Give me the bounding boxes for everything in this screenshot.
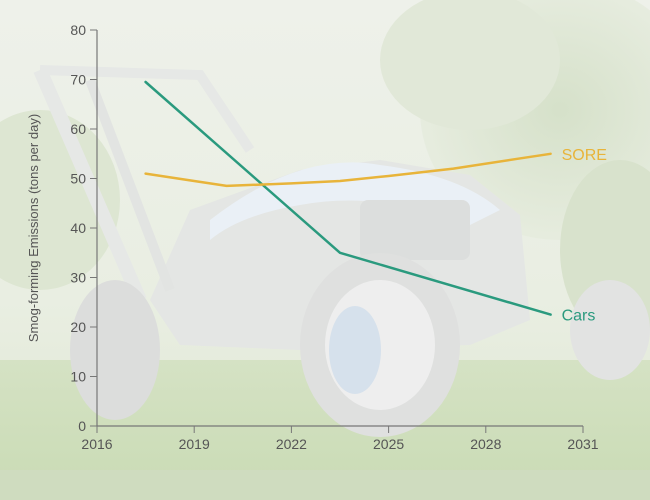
y-tick-label: 80 xyxy=(70,22,86,38)
series-label-cars: Cars xyxy=(562,308,596,325)
y-tick-label: 20 xyxy=(70,319,86,335)
y-tick-label: 30 xyxy=(70,270,86,286)
series-line-cars xyxy=(144,80,552,316)
y-axis-ticks: 0 10 20 30 40 50 60 70 80 xyxy=(70,22,97,434)
y-tick-label: 10 xyxy=(70,369,86,385)
y-tick-label: 50 xyxy=(70,171,86,187)
x-tick-label: 2028 xyxy=(470,436,501,452)
y-tick-label: 60 xyxy=(70,121,86,137)
series-lines: Cars SORE xyxy=(144,80,607,325)
x-tick-label: 2025 xyxy=(373,436,404,452)
x-axis-ticks: 2016 2019 2022 2025 2028 2031 xyxy=(81,426,599,452)
y-axis-title: Smog-forming Emissions (tons per day) xyxy=(26,114,41,342)
x-tick-label: 2019 xyxy=(179,436,210,452)
y-tick-label: 0 xyxy=(78,418,86,434)
chart-axes xyxy=(96,30,583,427)
x-tick-label: 2031 xyxy=(567,436,598,452)
x-tick-label: 2016 xyxy=(81,436,112,452)
y-tick-label: 40 xyxy=(70,220,86,236)
x-tick-label: 2022 xyxy=(276,436,307,452)
series-line-sore xyxy=(144,152,552,188)
y-tick-label: 70 xyxy=(70,72,86,88)
series-label-sore: SORE xyxy=(562,147,607,164)
